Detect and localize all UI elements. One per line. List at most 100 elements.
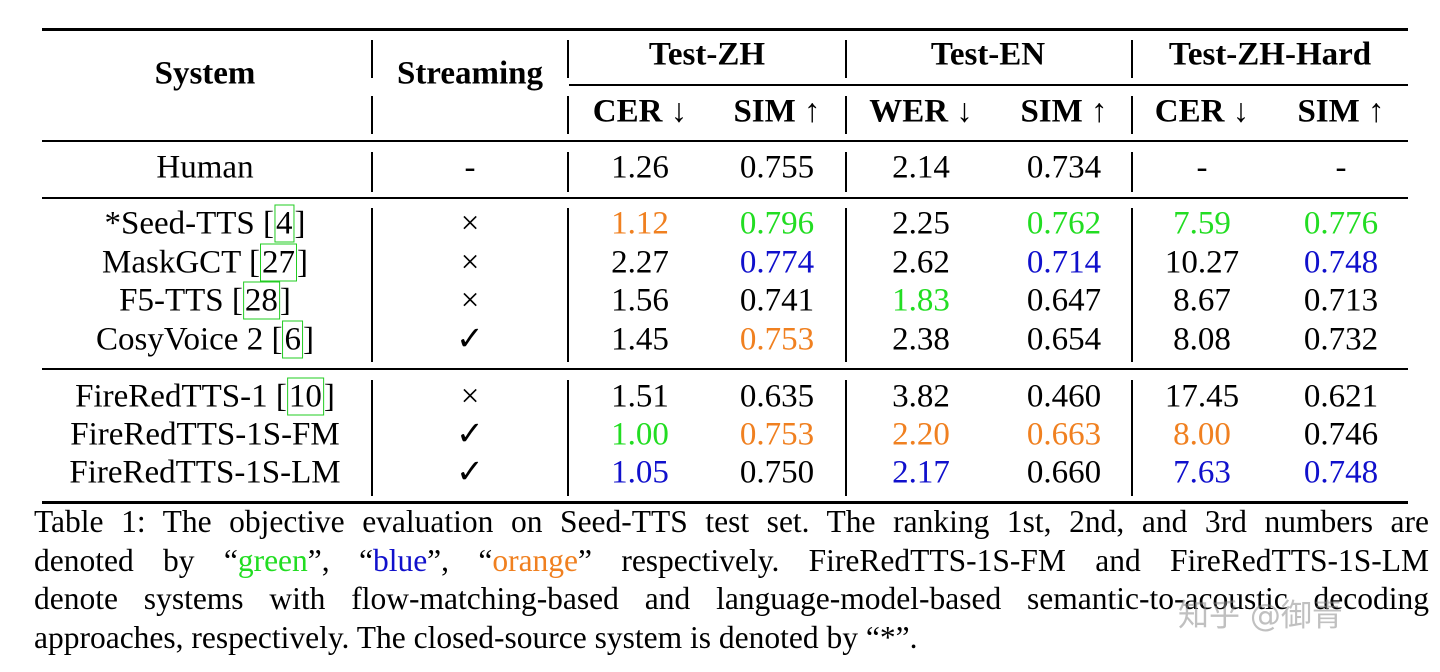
header-metric: SIM ↑: [1020, 96, 1107, 129]
vertical-rule-test-zh-hard: [1131, 40, 1133, 78]
metric-value: 0.748: [1304, 247, 1378, 280]
metric-value: 0.774: [740, 247, 814, 280]
vertical-rule-test-zh-hard: [1131, 96, 1133, 134]
metric-value: 0.776: [1304, 208, 1378, 241]
metric-value: 0.762: [1027, 208, 1101, 241]
group2-rule: [42, 368, 1408, 370]
streaming-mark: ×: [461, 285, 480, 318]
header-group-test-zh-hard: Test-ZH-Hard: [1169, 39, 1371, 72]
streaming-mark: ×: [461, 381, 480, 414]
metric-value: 0.753: [740, 324, 814, 357]
header-group-test-en: Test-EN: [931, 39, 1045, 72]
metric-value: 1.45: [611, 324, 669, 357]
metric-value: 0.654: [1027, 324, 1101, 357]
metric-value: 0.660: [1027, 457, 1101, 490]
system-name: *Seed-TTS [4]: [104, 208, 305, 241]
caption-text: ” respectively. FireRedTTS-1S-FM and Fir…: [578, 543, 1429, 578]
metric-value: 2.14: [892, 152, 950, 185]
system-label: FireRedTTS-1S-LM: [69, 455, 340, 491]
vertical-rule-streaming: [567, 96, 569, 134]
caption-line-2: denoted by “green”, “blue”, “orange” res…: [34, 542, 1429, 581]
vertical-rule-streaming: [567, 152, 569, 192]
system-name: FireRedTTS-1S-FM: [70, 419, 340, 452]
vertical-rule-test-en: [845, 380, 847, 496]
system-label: MaskGCT: [102, 245, 241, 281]
header-metric: SIM ↑: [733, 96, 820, 129]
vertical-rule-system: [371, 208, 373, 362]
metric-value: 0.741: [740, 285, 814, 318]
metric-value: 1.12: [611, 208, 669, 241]
metric-value: 0.755: [740, 152, 814, 185]
metric-value: 1.51: [611, 381, 669, 414]
header-rule: [42, 140, 1408, 142]
streaming-mark: ✓: [456, 324, 484, 357]
citation-link[interactable]: 28: [243, 282, 280, 320]
header-metric: WER ↓: [869, 96, 973, 129]
citation-link[interactable]: 4: [274, 205, 295, 243]
streaming-mark: ×: [461, 208, 480, 241]
metric-value: 1.83: [892, 285, 950, 318]
vertical-rule-test-en: [845, 208, 847, 362]
metric-value: 17.45: [1165, 381, 1239, 414]
metric-value: 1.56: [611, 285, 669, 318]
vertical-rule-test-zh-hard: [1131, 380, 1133, 496]
header-group-test-zh: Test-ZH: [649, 39, 765, 72]
vertical-rule-system: [371, 380, 373, 496]
metric-value: 0.732: [1304, 324, 1378, 357]
system-label: FireRedTTS-1S-FM: [70, 417, 340, 453]
metric-value: 2.25: [892, 208, 950, 241]
caption-text: ”, “: [308, 543, 373, 578]
vertical-rule-test-zh-hard: [1131, 152, 1133, 192]
system-label: F5-TTS: [119, 283, 224, 319]
metric-value: 0.750: [740, 457, 814, 490]
metric-value: 1.26: [611, 152, 669, 185]
citation-link[interactable]: 6: [282, 321, 303, 359]
metric-value: 3.82: [892, 381, 950, 414]
metric-value: 0.746: [1304, 419, 1378, 452]
system-name: CosyVoice 2 [6]: [96, 324, 314, 357]
metric-value: 2.17: [892, 457, 950, 490]
vertical-rule-system: [371, 40, 373, 78]
header-system: System: [155, 58, 256, 91]
system-label: CosyVoice 2: [96, 322, 263, 358]
metric-value: 0.647: [1027, 285, 1101, 318]
metric-value: 8.00: [1173, 419, 1231, 452]
system-name: FireRedTTS-1S-LM: [69, 457, 340, 490]
top-rule: [42, 28, 1408, 31]
streaming-mark: ✓: [456, 419, 484, 452]
citation-link[interactable]: 27: [260, 244, 297, 282]
caption-text: ”, “: [427, 543, 492, 578]
metric-value: 0.621: [1304, 381, 1378, 414]
system-name: MaskGCT [27]: [102, 247, 308, 280]
metric-value: 2.62: [892, 247, 950, 280]
citation-link[interactable]: 10: [287, 378, 324, 416]
streaming-mark: ✓: [456, 457, 484, 490]
metric-value: 7.63: [1173, 457, 1231, 490]
metric-value: 0.663: [1027, 419, 1101, 452]
metric-value: 2.38: [892, 324, 950, 357]
header-streaming: Streaming: [397, 58, 543, 91]
metric-value: 2.20: [892, 419, 950, 452]
vertical-rule-streaming: [567, 40, 569, 78]
system-name: F5-TTS [28]: [119, 285, 291, 318]
metric-value: 0.753: [740, 419, 814, 452]
metric-value: 1.05: [611, 457, 669, 490]
caption-green-word: green: [238, 543, 308, 578]
metric-value: 0.748: [1304, 457, 1378, 490]
metric-value: 1.00: [611, 419, 669, 452]
header-metric: CER ↓: [1155, 96, 1249, 129]
metric-value: 8.08: [1173, 324, 1231, 357]
vertical-rule-system: [371, 96, 373, 134]
vertical-rule-streaming: [567, 208, 569, 362]
streaming-mark: ×: [461, 247, 480, 280]
vertical-rule-test-en: [845, 40, 847, 78]
metric-value: -: [1197, 152, 1208, 185]
system-label: *Seed-TTS: [104, 206, 254, 242]
system-label: Human: [156, 150, 253, 186]
system-name: Human: [156, 152, 253, 185]
metric-value: 0.734: [1027, 152, 1101, 185]
metric-value: 8.67: [1173, 285, 1231, 318]
caption-orange-word: orange: [492, 543, 578, 578]
metric-value: 0.635: [740, 381, 814, 414]
caption-blue-word: blue: [373, 543, 427, 578]
